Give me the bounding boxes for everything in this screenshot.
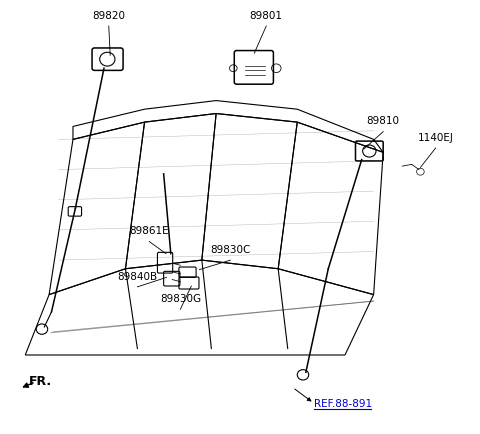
Text: 89810: 89810 [367,116,400,126]
Text: 89840B: 89840B [117,272,157,282]
Text: 1140EJ: 1140EJ [418,133,454,143]
Text: 89820: 89820 [92,11,125,21]
Text: REF.88-891: REF.88-891 [313,399,372,409]
Text: FR.: FR. [29,375,52,388]
Text: 89861E: 89861E [130,227,169,237]
Text: 89830G: 89830G [160,294,201,304]
Text: 89801: 89801 [250,11,283,21]
Text: 89830C: 89830C [210,245,251,255]
